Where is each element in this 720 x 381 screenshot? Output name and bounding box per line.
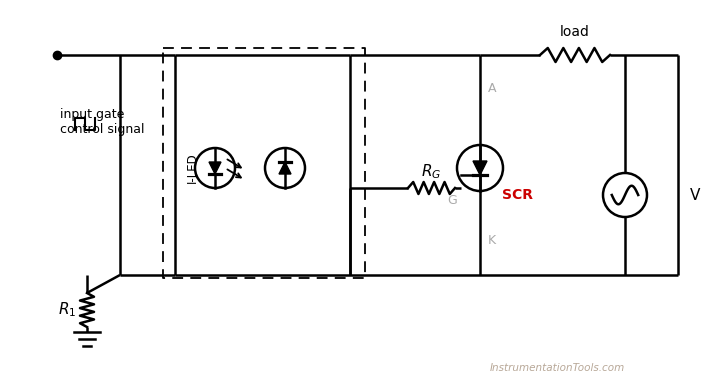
Text: V: V [690, 187, 701, 202]
Text: A: A [487, 82, 496, 94]
Polygon shape [473, 161, 487, 175]
Text: $R_G$: $R_G$ [421, 163, 441, 181]
Text: SCR: SCR [503, 188, 534, 202]
Polygon shape [279, 162, 291, 174]
Text: I-LED: I-LED [186, 153, 199, 183]
Text: $R_1$: $R_1$ [58, 301, 76, 319]
Text: input gate
control signal: input gate control signal [60, 108, 145, 136]
Text: G: G [447, 194, 457, 207]
Polygon shape [209, 162, 221, 174]
Text: K: K [488, 234, 496, 247]
Text: InstrumentationTools.com: InstrumentationTools.com [490, 363, 625, 373]
Text: load: load [560, 25, 590, 39]
